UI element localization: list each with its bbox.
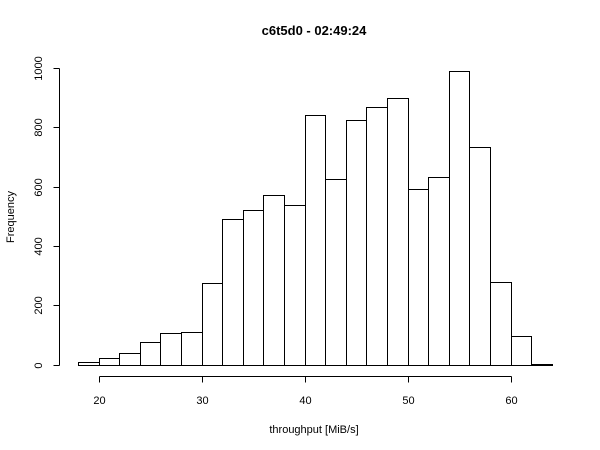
x-tick-label-50: 50 bbox=[402, 395, 414, 407]
chart-title: c6t5d0 - 02:49:24 bbox=[262, 23, 368, 38]
y-axis: 0 200 400 600 800 1000 bbox=[33, 56, 60, 369]
x-tick-label-40: 40 bbox=[299, 395, 311, 407]
histogram-bar-7 bbox=[222, 219, 244, 366]
y-tick-label-0: 0 bbox=[33, 362, 45, 368]
histogram-bar-21 bbox=[511, 336, 532, 366]
y-tick-label-1000: 1000 bbox=[33, 56, 45, 80]
histogram-bar-5 bbox=[181, 332, 203, 366]
histogram-bar-19 bbox=[469, 147, 491, 366]
y-tick-label-200: 200 bbox=[33, 296, 45, 314]
histogram-bar-10 bbox=[284, 205, 306, 366]
histogram-bar-18 bbox=[449, 71, 470, 366]
histogram-bar-20 bbox=[490, 282, 512, 366]
histogram-bar-2 bbox=[119, 353, 141, 366]
histogram-bar-9 bbox=[263, 195, 285, 366]
histogram-bar-11 bbox=[305, 115, 326, 366]
y-tick-label-600: 600 bbox=[33, 178, 45, 196]
histogram-bar-17 bbox=[428, 177, 450, 366]
histogram-bar-15 bbox=[387, 98, 409, 366]
histogram-bar-1 bbox=[99, 358, 120, 366]
x-axis-label: throughput [MiB/s] bbox=[269, 424, 358, 436]
histogram-bar-4 bbox=[160, 333, 182, 366]
histogram-bar-3 bbox=[140, 342, 161, 366]
histogram-bar-13 bbox=[346, 120, 367, 366]
y-tick-label-400: 400 bbox=[33, 237, 45, 255]
x-axis: 20 30 40 50 60 bbox=[93, 376, 518, 407]
histogram-bar-12 bbox=[325, 179, 347, 366]
histogram-bar-6 bbox=[202, 283, 223, 366]
histogram-bar-16 bbox=[408, 189, 429, 366]
histogram-bar-8 bbox=[243, 210, 264, 366]
x-tick-label-20: 20 bbox=[93, 395, 105, 407]
histogram-bar-14 bbox=[366, 107, 388, 366]
x-tick-label-30: 30 bbox=[196, 395, 208, 407]
y-axis-label: Frequency bbox=[5, 191, 17, 243]
x-tick-label-60: 60 bbox=[505, 395, 517, 407]
histogram-bar-0 bbox=[78, 362, 100, 366]
y-tick-label-800: 800 bbox=[33, 118, 45, 136]
bars-group bbox=[78, 71, 553, 366]
histogram-bar-22 bbox=[531, 364, 553, 366]
